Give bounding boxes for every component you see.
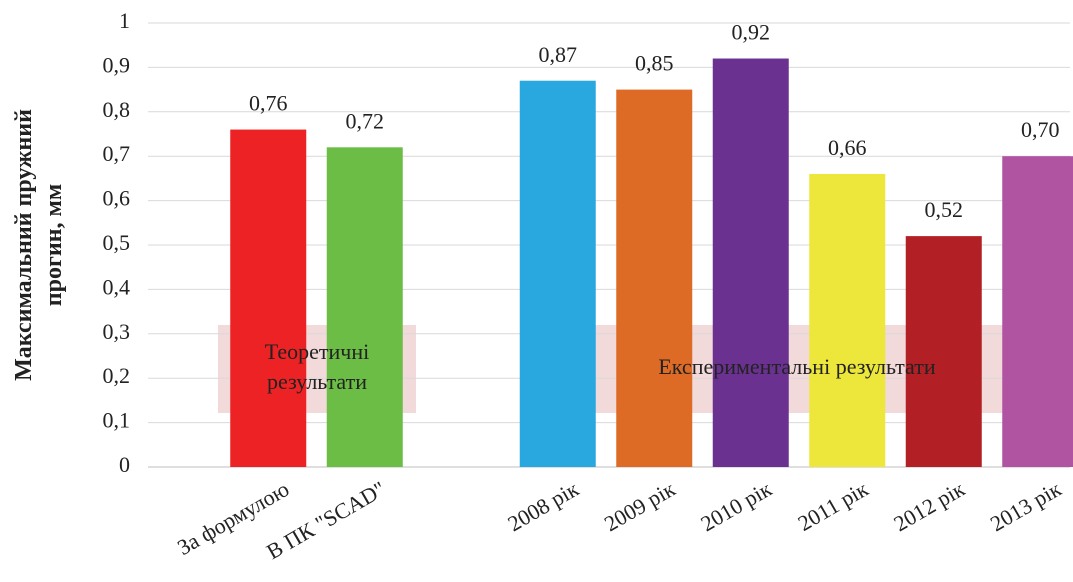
value-label: 0,66	[828, 135, 867, 160]
y-tick-label: 0	[119, 452, 130, 477]
x-tick-label: 2009 рік	[600, 476, 680, 536]
value-label: 0,92	[732, 20, 771, 45]
value-label: 0,52	[925, 197, 964, 222]
x-tick-label: 2012 рік	[889, 476, 969, 536]
value-label: 0,70	[1021, 117, 1060, 142]
bar	[1002, 156, 1073, 467]
y-tick-label: 0,1	[103, 408, 131, 433]
y-tick-label: 0,3	[103, 319, 131, 344]
bar	[230, 129, 307, 467]
bar	[809, 173, 886, 467]
y-tick-label: 0,8	[103, 97, 131, 122]
annotation-line: результати	[267, 369, 367, 394]
y-axis-label: Максимальний пружний прогин, мм	[11, 109, 67, 381]
bar	[519, 80, 596, 467]
bar	[712, 58, 789, 468]
y-tick-label: 0,6	[103, 186, 131, 211]
x-tick-label: 2011 рік	[794, 476, 873, 536]
x-tick-label: 2008 рік	[503, 476, 583, 536]
bar	[616, 89, 693, 467]
annotation-line: Експериментальні результати	[658, 354, 936, 379]
annotation-line: Теоретичні	[265, 339, 369, 364]
bar	[326, 147, 403, 467]
annotation: Експериментальні результати	[658, 354, 936, 379]
value-label: 0,85	[635, 51, 674, 76]
value-label: 0,87	[539, 42, 578, 67]
value-label: 0,72	[346, 108, 385, 133]
y-axis-label-line: Максимальний пружний	[11, 109, 37, 381]
y-tick-label: 0,9	[103, 52, 131, 77]
y-tick-label: 0,2	[103, 363, 131, 388]
y-axis-label-line: прогин, мм	[41, 184, 67, 306]
x-tick-label: 2010 рік	[696, 476, 776, 536]
y-tick-label: 0,4	[103, 274, 131, 299]
x-tick-label: 2013 рік	[986, 476, 1066, 536]
y-tick-label: 0,5	[103, 230, 131, 255]
value-label: 0,76	[249, 91, 288, 116]
y-tick-label: 1	[119, 8, 130, 33]
y-tick-label: 0,7	[103, 141, 131, 166]
annotation: Теоретичні результати	[265, 339, 369, 394]
bar	[905, 236, 982, 467]
